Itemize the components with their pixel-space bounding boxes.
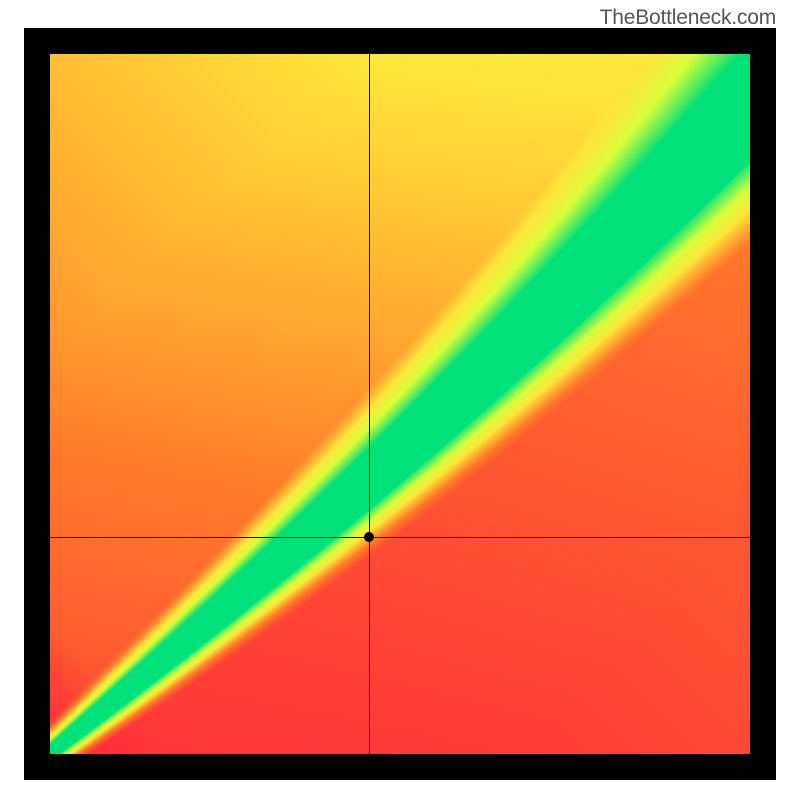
attribution-text: TheBottleneck.com	[600, 6, 776, 30]
chart-plot-area	[50, 54, 750, 754]
chart-outer-frame	[24, 28, 776, 780]
crosshair-marker-icon	[364, 532, 374, 542]
crosshair-vertical	[369, 54, 370, 754]
bottleneck-heatmap-canvas	[50, 54, 750, 754]
crosshair-horizontal	[50, 537, 750, 538]
page-root: TheBottleneck.com	[0, 0, 800, 800]
